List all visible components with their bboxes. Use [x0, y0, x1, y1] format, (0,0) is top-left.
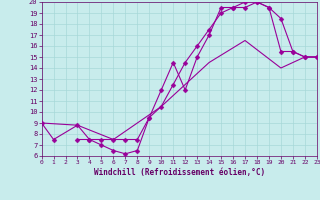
X-axis label: Windchill (Refroidissement éolien,°C): Windchill (Refroidissement éolien,°C): [94, 168, 265, 177]
